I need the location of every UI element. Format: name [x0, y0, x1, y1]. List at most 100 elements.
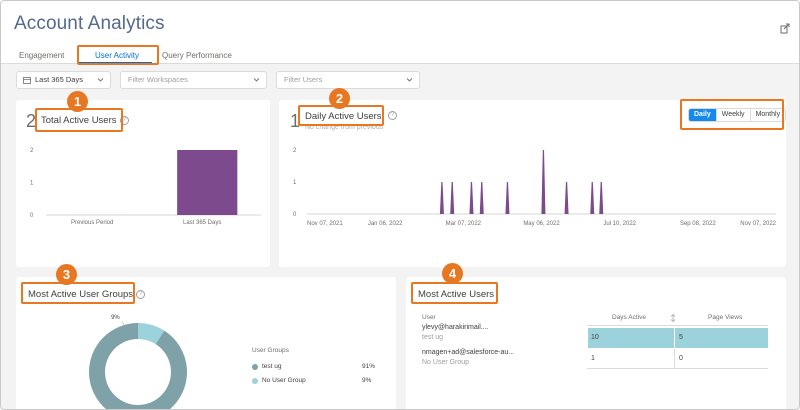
legend-label: No User Group: [262, 377, 306, 384]
user-groups-donut-chart: 9%: [89, 315, 187, 410]
highlight-toggle: [680, 99, 784, 130]
toggle-daily[interactable]: Daily: [689, 109, 717, 121]
x-tick-label: Jan 06, 2022: [368, 221, 403, 227]
area-spike[interactable]: [439, 182, 444, 214]
change-subtitle: No change from previous: [305, 124, 384, 131]
tab-user-activity[interactable]: User Activity: [95, 51, 140, 60]
area-spike[interactable]: [469, 182, 474, 214]
tab-engagement[interactable]: Engagement: [19, 51, 65, 60]
header: Account Analytics Engagement User Activi…: [1, 1, 799, 64]
y-tick-label: 1: [293, 180, 297, 186]
area-spike[interactable]: [564, 182, 569, 214]
highlight-user-groups: [21, 282, 135, 304]
page-views-value: 0: [679, 355, 683, 362]
users-filter[interactable]: Filter Users: [276, 71, 420, 89]
callout-badge: 1: [67, 91, 88, 112]
header-divider: [587, 325, 768, 326]
y-tick-label: 0: [30, 213, 34, 219]
user-email[interactable]: ylevy@harakirimail....: [422, 324, 489, 331]
date-filter[interactable]: Last 365 Days: [16, 71, 111, 89]
x-tick-label: Last 365 Days: [183, 220, 222, 226]
share-icon[interactable]: [780, 23, 790, 34]
card-title: Daily Active Users: [305, 111, 382, 122]
legend-swatch: [252, 364, 258, 370]
y-tick-label: 1: [30, 181, 34, 187]
area-spike[interactable]: [505, 182, 510, 214]
area-spike[interactable]: [541, 150, 546, 214]
days-active-value: 10: [591, 334, 599, 341]
callout-badge: 3: [56, 264, 77, 285]
workspaces-filter-placeholder: Filter Workspaces: [128, 75, 188, 84]
daily-active-users-value: 1: [290, 111, 301, 131]
area-spike[interactable]: [599, 182, 604, 214]
user-email[interactable]: nmagen+ad@salesforce-au...: [422, 349, 515, 356]
sort-icon[interactable]: [670, 314, 676, 322]
days-active-value: 1: [591, 355, 595, 362]
workspaces-filter[interactable]: Filter Workspaces: [120, 71, 267, 89]
area-spike[interactable]: [450, 182, 455, 214]
users-filter-placeholder: Filter Users: [284, 75, 323, 84]
x-tick-label: Nov 07, 2022: [740, 221, 776, 227]
x-tick-label: Jul 10, 2022: [603, 221, 636, 227]
user-group: No User Group: [422, 359, 470, 366]
y-tick-label: 2: [30, 148, 34, 154]
date-filter-value: Last 365 Days: [35, 75, 83, 84]
card-title: Total Active Users: [41, 115, 117, 126]
table-row[interactable]: 1 0: [587, 349, 768, 369]
cell-divider: [674, 328, 675, 348]
column-header: Page Views: [708, 314, 743, 321]
total-users-bar-chart: 2 1 0: [30, 148, 261, 219]
user-groups-card: Most Active User Groups ? 9% User Groups…: [16, 277, 396, 410]
active-users-card: Most Active Users User Days Active Page …: [406, 277, 786, 409]
chevron-down-icon: [97, 78, 104, 82]
column-header: User: [422, 314, 436, 321]
x-tick-label: Sep 08, 2022: [680, 221, 716, 227]
granularity-toggle: Daily Weekly Monthly: [688, 108, 787, 122]
toggle-weekly[interactable]: Weekly: [717, 109, 751, 121]
daily-active-users-card: 1 Daily Active Users ? No change from pr…: [279, 100, 786, 267]
total-active-users-value: 2: [26, 111, 37, 131]
bar[interactable]: [69, 214, 130, 215]
legend-percent: 9%: [362, 377, 372, 384]
legend-label: test ug: [262, 363, 282, 370]
x-tick-label: May 06, 2022: [523, 221, 560, 227]
page-views-value: 5: [679, 334, 683, 341]
y-tick-label: 2: [293, 148, 297, 154]
slice-label: 9%: [111, 315, 120, 321]
callout-badge: 2: [329, 88, 350, 109]
bar[interactable]: [177, 150, 238, 215]
cell-divider: [587, 328, 588, 348]
chevron-down-icon: [406, 78, 413, 82]
daily-users-area-chart: 2 1 0 Nov 07, 2021 Jan 06, 2022 Mar 07, 2022 M…: [293, 148, 777, 227]
toggle-monthly[interactable]: Monthly: [755, 111, 781, 118]
column-header[interactable]: Days Active: [612, 314, 646, 321]
total-active-users-card: 2 Total Active Users ? 2 1 0 Previous Peri…: [16, 100, 270, 267]
chevron-down-icon: [253, 78, 260, 82]
y-tick-label: 0: [293, 212, 297, 218]
area-spike[interactable]: [479, 182, 484, 214]
leader-line: [121, 320, 125, 327]
page-title: Account Analytics: [14, 13, 165, 34]
x-tick-label: Mar 07, 2022: [446, 221, 482, 227]
highlight-tab: [77, 45, 159, 65]
highlight-active-users: [411, 282, 498, 304]
info-icon[interactable]: ?: [388, 111, 397, 120]
calendar-icon: [23, 77, 31, 84]
user-group: test ug: [422, 334, 444, 341]
donut-slice[interactable]: [137, 323, 165, 345]
info-icon[interactable]: ?: [136, 290, 145, 299]
cell-divider: [674, 349, 675, 369]
card-title: Most Active User Groups: [28, 289, 134, 300]
card-title: Most Active Users: [418, 289, 495, 300]
donut-slice[interactable]: [89, 323, 187, 410]
legend-percent: 91%: [362, 363, 376, 370]
x-tick-label: Previous Period: [71, 220, 114, 226]
tab-query-performance[interactable]: Query Performance: [162, 51, 232, 60]
info-icon[interactable]: ?: [120, 116, 129, 125]
table-row[interactable]: 10 5: [587, 328, 768, 348]
area-spike[interactable]: [590, 182, 595, 214]
x-tick-label: Nov 07, 2021: [307, 221, 343, 227]
legend-swatch: [252, 378, 258, 384]
filter-bar: Last 365 Days Filter Workspaces Filter U…: [1, 65, 799, 93]
